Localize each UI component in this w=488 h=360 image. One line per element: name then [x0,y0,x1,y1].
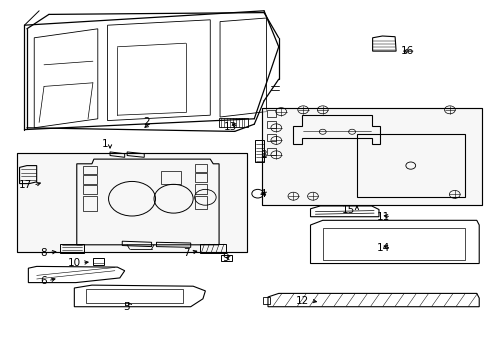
Text: 4: 4 [259,189,266,199]
Bar [83,166,97,174]
Text: 9: 9 [222,253,229,264]
Bar [83,185,97,194]
Text: 2: 2 [143,117,150,127]
Bar [93,258,103,265]
Bar [17,153,246,252]
Bar [266,110,276,117]
Bar [266,148,276,155]
Text: 14: 14 [376,243,389,253]
Bar [356,134,464,197]
Text: 15: 15 [342,204,355,215]
Bar [255,140,264,162]
Bar [85,289,183,303]
Bar [322,228,464,260]
Bar [60,244,83,253]
Bar [83,175,97,184]
Text: 3: 3 [259,150,266,160]
Bar [266,121,276,128]
Bar [194,164,206,172]
Text: 1: 1 [102,139,108,149]
Text: 16: 16 [400,46,413,56]
Bar [83,196,97,211]
Bar [221,255,231,261]
Text: 8: 8 [40,248,46,258]
Bar [194,196,206,209]
Bar [219,118,248,127]
Bar [263,297,270,304]
Bar [17,153,246,252]
Bar [194,184,206,194]
Text: 12: 12 [295,296,308,306]
Text: 17: 17 [19,180,32,190]
Bar [266,134,276,141]
Bar [261,108,481,205]
Text: 11: 11 [376,212,389,222]
Bar [199,244,226,253]
Text: 7: 7 [182,248,189,258]
Bar [161,171,181,184]
Text: 6: 6 [40,276,46,286]
Text: 10: 10 [67,258,81,268]
Bar [194,173,206,182]
Bar [261,108,481,205]
Text: 13: 13 [224,122,237,132]
Text: 5: 5 [122,302,129,312]
